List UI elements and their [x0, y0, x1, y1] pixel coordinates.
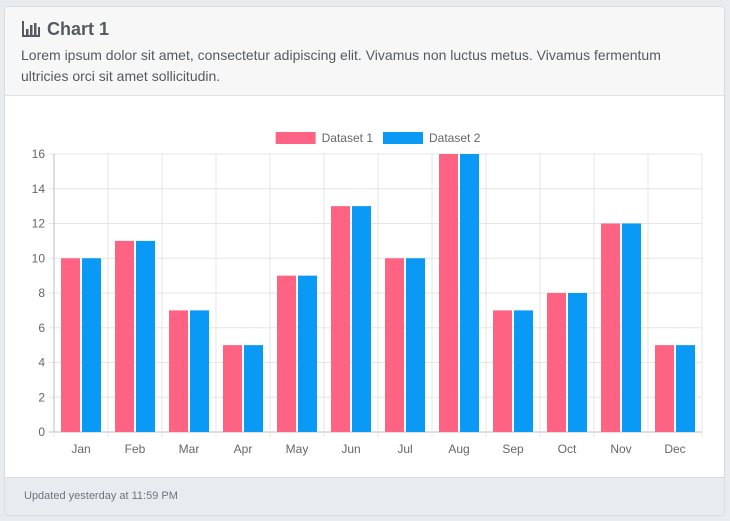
bar [136, 240, 155, 432]
legend-swatch [275, 132, 316, 144]
y-tick-label: 8 [38, 286, 45, 300]
y-tick-label: 0 [38, 425, 45, 439]
y-tick-label: 10 [32, 251, 46, 265]
y-tick-label: 12 [32, 217, 46, 231]
bar [223, 345, 242, 432]
y-tick-label: 2 [38, 390, 45, 404]
x-tick-label: Feb [125, 442, 146, 456]
bar [547, 293, 566, 432]
y-tick-label: 4 [38, 356, 45, 370]
x-tick-label: Aug [448, 442, 469, 456]
card-title: Chart 1 [47, 18, 110, 39]
bar [460, 154, 479, 432]
bar [331, 206, 350, 432]
bar [439, 154, 458, 432]
card-header: Chart 1 Lorem ipsum dolor sit amet, cons… [5, 7, 724, 96]
legend-label: Dataset 1 [322, 131, 374, 145]
bar [514, 310, 533, 432]
bar [655, 345, 674, 432]
bar [385, 258, 404, 432]
bar [676, 345, 695, 432]
bar [406, 258, 425, 432]
bar [277, 275, 296, 432]
bar-chart-icon [22, 21, 40, 37]
bar [298, 275, 317, 432]
bar [169, 310, 188, 432]
bar [493, 310, 512, 432]
updated-timestamp: Updated yesterday at 11:59 PM [24, 490, 178, 502]
bar [568, 293, 587, 432]
y-tick-label: 14 [32, 182, 46, 196]
card-description: Lorem ipsum dolor sit amet, consectetur … [21, 47, 661, 84]
bar-chart: 0 2 4 6 8 10 12 14 16 Jan Feb Mar Apr May Jun Jul Aug Sep… [32, 131, 703, 456]
bar [601, 223, 620, 432]
bar [82, 258, 101, 432]
bar [61, 258, 80, 432]
x-tick-label: Sep [502, 442, 524, 456]
y-tick-label: 6 [38, 321, 45, 335]
x-tick-label: Apr [234, 442, 253, 456]
x-tick-label: May [286, 442, 309, 456]
x-tick-label: Jul [397, 442, 412, 456]
chart-area: 0 2 4 6 8 10 12 14 16 Jan Feb Mar Apr May Jun Jul Aug Sep… [5, 96, 724, 477]
chart-card: Chart 1 Lorem ipsum dolor sit amet, cons… [4, 6, 725, 516]
bar [190, 310, 209, 432]
x-tick-label: Nov [610, 442, 631, 456]
x-tick-label: Oct [558, 442, 577, 456]
x-tick-label: Jan [71, 442, 90, 456]
y-tick-label: 16 [32, 147, 46, 161]
legend-label: Dataset 2 [429, 131, 481, 145]
bar [622, 223, 641, 432]
card-title-row: Chart 1 [21, 18, 109, 40]
x-tick-label: Jun [341, 442, 360, 456]
legend-swatch [383, 132, 423, 144]
x-tick-label: Dec [664, 442, 685, 456]
bar [352, 206, 371, 432]
bar [244, 345, 263, 432]
bar [115, 240, 134, 432]
card-footer: Updated yesterday at 11:59 PM [5, 477, 724, 515]
x-tick-label: Mar [179, 442, 200, 456]
